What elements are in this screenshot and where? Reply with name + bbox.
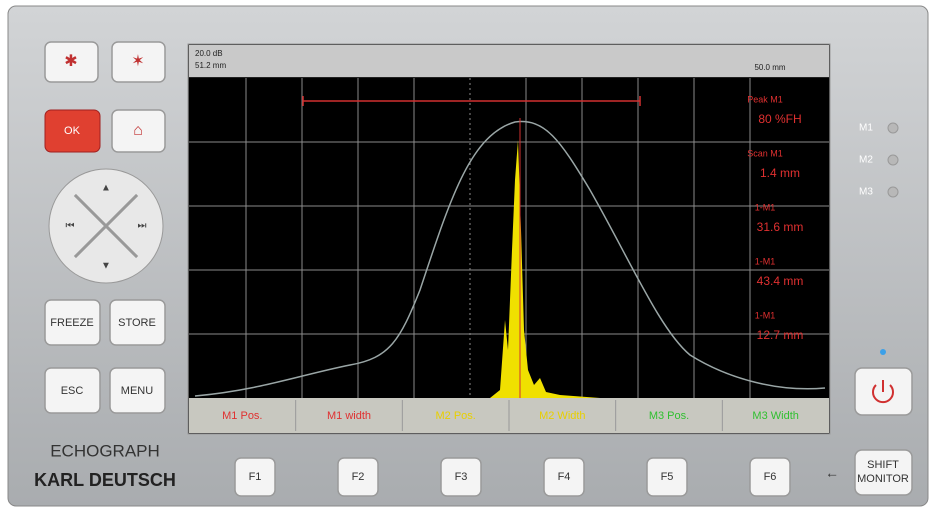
power-led [880,349,886,355]
d-pad-divider [73,193,139,259]
function-key-label: F3 [455,471,468,483]
function-key[interactable] [234,457,276,497]
readout-value: 31.6 mm [757,220,804,234]
esc-label: ESC [61,385,84,397]
markers: M1 M2 M3 [859,122,899,198]
store-label: STORE [118,317,156,329]
icon-button[interactable] [111,41,166,83]
function-key-label: F6 [764,471,777,483]
function-key-label: F2 [352,471,365,483]
readout-value: 43.4 mm [757,274,804,288]
down: ▼ [101,261,111,272]
readout-label: Scan M1 [747,148,783,158]
power-icon [872,380,894,404]
icon: ✱ [64,53,77,70]
left: ⏮ [66,221,75,232]
function-key[interactable] [440,457,482,497]
marker-label: M1 [859,123,873,134]
marker-label: M2 [859,155,873,166]
range: 51.2 mm [195,61,226,70]
readout-label: 1-M1 [755,310,776,320]
readout-label: 1-M1 [755,256,776,266]
softkey-label: M2 Pos. [435,410,475,422]
readout-value: 12.7 mm [757,328,804,342]
function-keys: F1 F2 F3 F4 F5 F6 [234,457,791,497]
company-name: KARL DEUTSCH [34,470,176,490]
envelope-curve [194,120,826,397]
softkey-label: M2 Width [539,410,585,422]
store-button[interactable] [109,299,166,346]
up: ▲ [101,183,111,194]
arrow: ← [825,465,839,481]
function-key-label: F5 [661,471,674,483]
icon: ✶ [131,53,144,70]
marker-label: M3 [859,187,873,198]
range-end: 50.0 mm [754,63,785,72]
softkey-label: M3 Width [752,410,798,422]
shift-monitor-button[interactable] [854,449,913,496]
readout-label: Peak M1 [747,94,783,104]
readout-label: 1-M1 [755,202,776,212]
function-key[interactable] [543,457,585,497]
product-name: ECHOGRAPH [50,441,160,460]
softkey-label: M1 width [327,410,371,422]
readout-value: 80 %FH [758,112,801,126]
softkeys: M1 Pos. M1 width M2 Pos. M2 Width M3 Pos. M3 … [222,400,799,431]
ok-label: OK [64,125,81,137]
marker-led [887,186,899,198]
icon-button[interactable] [44,41,99,83]
softkey-label: M3 Pos. [649,410,689,422]
grid [189,78,829,398]
function-key[interactable] [749,457,791,497]
header-bar [189,45,829,77]
function-key-label: F1 [249,471,262,483]
shift-label: SHIFT [867,459,899,471]
freeze-button[interactable] [44,299,101,346]
function-key-label: F4 [558,471,571,483]
menu-label: MENU [121,385,153,397]
readouts: Peak M1 80 %FH Scan M1 1.4 mm 1-M1 31.6 mm 1-M… [747,94,803,342]
gate [302,96,641,106]
readout-value: 1.4 mm [760,166,800,180]
freeze-label: FREEZE [50,317,93,329]
function-key[interactable] [337,457,379,497]
esc-button[interactable] [44,367,101,414]
icon: ⌂ [133,122,143,139]
monitor-label: MONITOR [857,473,909,485]
function-key[interactable] [646,457,688,497]
right: ⏭ [138,221,147,232]
softkey-label: M1 Pos. [222,410,262,422]
icon-button[interactable] [111,109,166,153]
ok-button[interactable] [44,109,101,153]
menu-button[interactable] [109,367,166,414]
echo-signal [195,140,829,398]
gain: 20.0 dB [195,49,223,58]
marker-led [887,154,899,166]
marker-led [887,122,899,134]
